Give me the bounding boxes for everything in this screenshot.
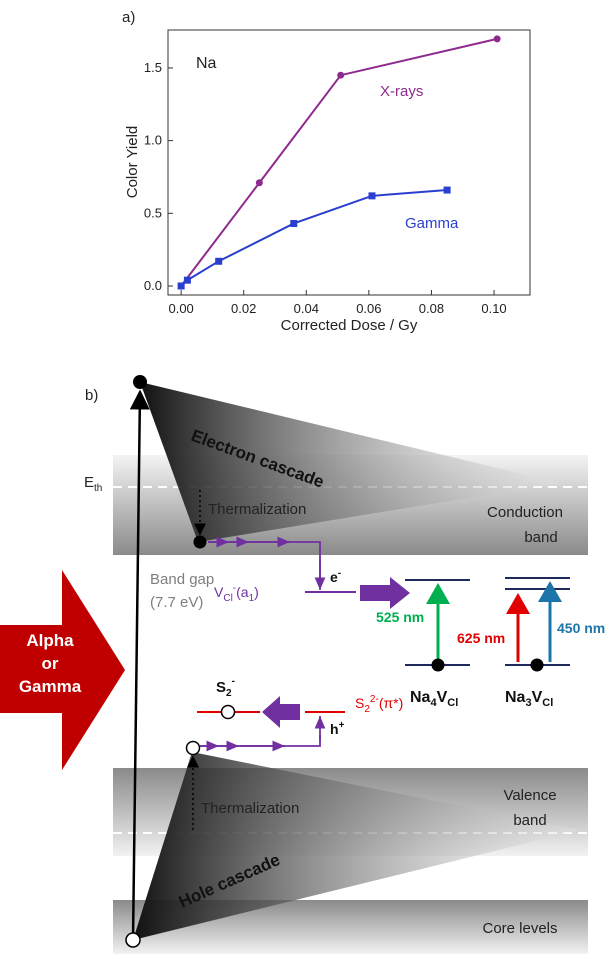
y-tick-label: 1.0 xyxy=(144,133,162,148)
text: Cl xyxy=(542,697,553,709)
electron-dot xyxy=(431,658,445,672)
marker xyxy=(337,71,345,79)
legend-label: X-rays xyxy=(380,83,423,100)
text: Na xyxy=(505,689,526,706)
text: 2 xyxy=(226,688,232,699)
text: 1 xyxy=(249,593,255,604)
y-axis-title: Color Yield xyxy=(124,126,141,199)
panel-label: a) xyxy=(122,9,135,26)
hole-path xyxy=(200,735,321,747)
text: ) xyxy=(254,584,259,600)
s2-label: S22-(π*) xyxy=(355,694,403,715)
band-label: Conduction xyxy=(487,504,563,521)
big-arrow xyxy=(360,577,410,609)
electron-dot xyxy=(530,658,544,672)
wavelength-label: 625 nm xyxy=(457,630,505,646)
excitation-label: Alpha xyxy=(26,631,74,650)
x-tick-label: 0.06 xyxy=(356,301,381,316)
y-tick-label: 1.5 xyxy=(144,60,162,75)
series-line xyxy=(180,189,448,287)
s2-label: S2- xyxy=(216,676,235,699)
hole-dot xyxy=(185,740,201,756)
band-label: Core levels xyxy=(482,920,557,937)
x-tick-label: 0.08 xyxy=(419,301,444,316)
annotation: Na xyxy=(196,55,217,72)
text: S xyxy=(355,695,364,711)
plot-frame xyxy=(167,29,531,296)
text: 3 xyxy=(525,697,531,709)
excitation-label: or xyxy=(42,654,59,673)
text: h xyxy=(330,721,339,737)
electron-cascade xyxy=(140,382,560,542)
center-label: Na3VCl xyxy=(505,689,553,709)
electron-dot xyxy=(133,375,147,389)
wavelength-label: 525 nm xyxy=(376,609,424,625)
x-tick-label: 0.00 xyxy=(168,301,193,316)
x-tick-label: 0.10 xyxy=(481,301,506,316)
text: - xyxy=(338,568,341,579)
wavelength-label: 450 nm xyxy=(557,620,605,636)
y-tick-label: 0.0 xyxy=(144,278,162,293)
text: S xyxy=(216,679,226,696)
thermalization-label: Thermalization xyxy=(208,501,306,518)
text: E xyxy=(84,474,94,491)
text: Cl xyxy=(447,697,458,709)
eth-label: Eth xyxy=(84,474,102,494)
x-tick-label: 0.04 xyxy=(294,301,319,316)
excitation-arrow xyxy=(129,389,150,941)
text: + xyxy=(339,720,345,731)
diagram: b) Electron cascade Hole cascade Eth The… xyxy=(0,375,605,954)
hole-dot xyxy=(220,704,236,720)
electron-label: e- xyxy=(330,568,341,585)
marker xyxy=(290,219,298,227)
marker xyxy=(443,186,451,194)
text: Na xyxy=(410,689,431,706)
x-tick-label: 0.02 xyxy=(231,301,256,316)
thermalization-label: Thermalization xyxy=(201,800,299,817)
text: V xyxy=(532,689,543,706)
text: e xyxy=(330,569,338,585)
y-tick-label: 0.5 xyxy=(144,205,162,220)
text: V xyxy=(214,584,224,600)
text: th xyxy=(94,483,102,494)
legend-label: Gamma xyxy=(405,215,459,232)
text: - xyxy=(233,583,236,594)
text: (π*) xyxy=(379,695,403,711)
band-gap-label: Band gap xyxy=(150,571,214,588)
band-label: Valence xyxy=(503,787,556,804)
text: - xyxy=(232,676,235,687)
band-gap-value: (7.7 eV) xyxy=(150,594,203,611)
electron-dot xyxy=(193,535,207,549)
hole-label: h+ xyxy=(330,720,345,737)
band-label: band xyxy=(524,529,557,546)
text: 4 xyxy=(430,697,437,709)
text: (a xyxy=(236,584,249,600)
text: 2- xyxy=(370,694,379,705)
vcl-label: VCl-(a1) xyxy=(214,583,259,604)
hole-cascade xyxy=(133,752,580,940)
center-label: Na4VCl xyxy=(410,689,458,709)
big-arrow xyxy=(262,696,300,728)
hole-dot xyxy=(125,932,141,948)
band-label: band xyxy=(513,812,546,829)
marker xyxy=(177,282,185,290)
text: 2 xyxy=(364,704,370,715)
marker xyxy=(215,257,223,265)
text: V xyxy=(437,689,448,706)
marker xyxy=(255,179,263,187)
excitation-arrow xyxy=(0,570,125,770)
chart: a) Na Corrected Dose / Gy Color Yield 0.… xyxy=(122,9,531,334)
marker xyxy=(493,35,501,43)
series-line xyxy=(180,37,498,287)
marker xyxy=(368,192,376,200)
text: Cl xyxy=(223,593,232,604)
panel-label: b) xyxy=(85,387,98,404)
x-axis-title: Corrected Dose / Gy xyxy=(281,317,418,334)
excitation-label: Gamma xyxy=(19,677,82,696)
marker xyxy=(183,276,191,284)
